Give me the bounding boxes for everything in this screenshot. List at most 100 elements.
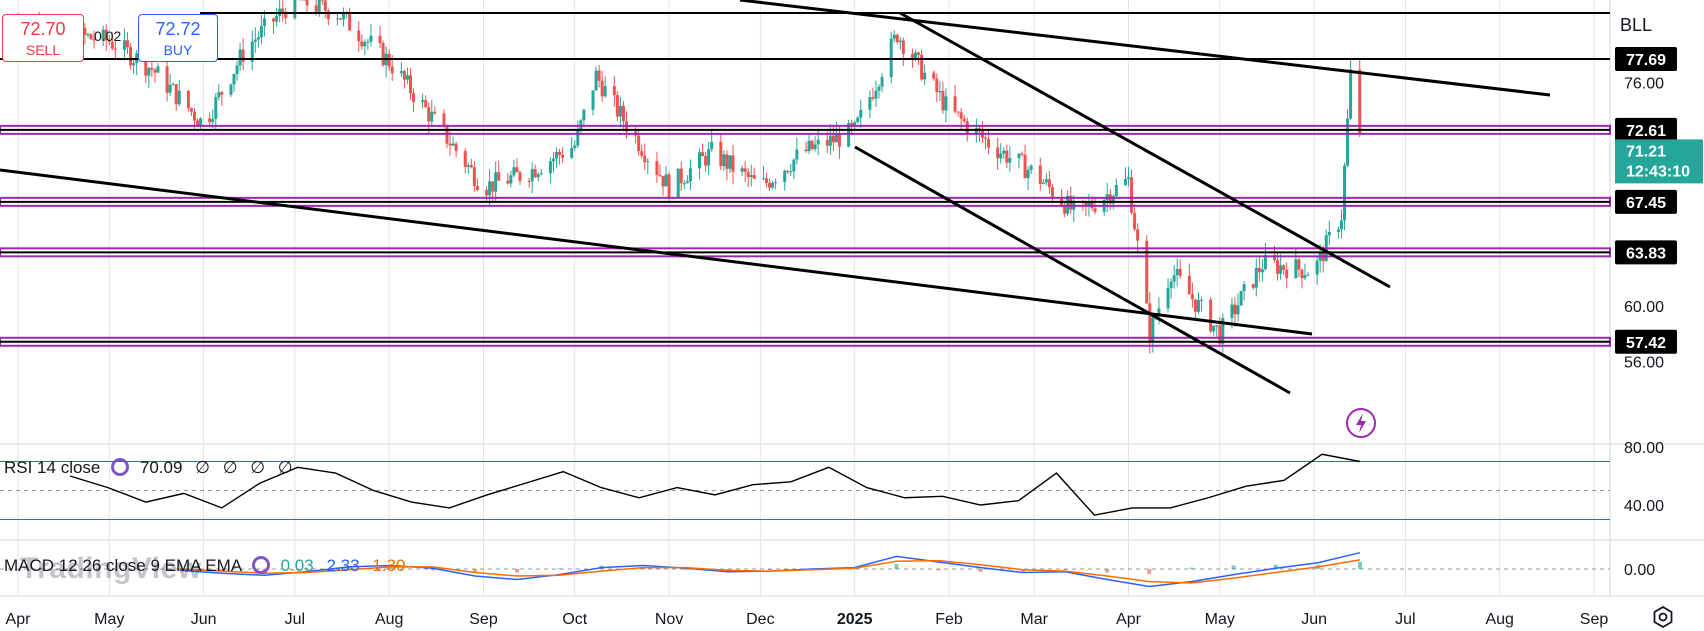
candle-body (357, 30, 361, 42)
candle-body (485, 190, 489, 196)
current-price-tag: 71.21 12:43:10 (1615, 139, 1703, 184)
candle-body (655, 161, 659, 175)
candle-body (366, 41, 370, 43)
candle-body (938, 91, 942, 93)
candle-body (1336, 229, 1340, 232)
candle-body (199, 118, 203, 126)
candle-body (1063, 205, 1067, 214)
flash-icon[interactable] (1345, 407, 1377, 439)
price-level-tag-bg (1615, 117, 1677, 142)
macd-histogram-bar (978, 569, 983, 572)
price-axis-tick: 76.00 (1624, 76, 1664, 93)
candle-body (171, 84, 175, 86)
buy-button[interactable]: 72.72 BUY (138, 14, 218, 62)
candle-body (232, 73, 236, 85)
candle-body (281, 8, 285, 13)
price-level-tag: 63.83 (1615, 240, 1677, 265)
candle-body (506, 180, 510, 184)
rsi-cycle-icon[interactable] (111, 458, 130, 476)
buy-price: 72.72 (155, 19, 201, 39)
price-level-tag-bg (1615, 189, 1677, 214)
candle-body (984, 137, 988, 139)
candle-body (965, 121, 969, 134)
candle-body (962, 118, 966, 122)
candle-body (1066, 195, 1070, 214)
candle-body (1017, 153, 1021, 158)
macd-histogram-bar (430, 569, 435, 571)
candle-body (1297, 259, 1301, 270)
candle-body (804, 149, 808, 152)
settings-icon[interactable] (1652, 606, 1674, 628)
candle-body (621, 105, 625, 122)
time-axis-label: Apr (1116, 611, 1142, 628)
candle-body (774, 182, 778, 184)
time-axis-label: May (1205, 611, 1235, 628)
candle-body (661, 175, 665, 187)
macd-histogram-bar (1105, 569, 1110, 573)
candle-body (1157, 308, 1161, 317)
candle-body (1187, 275, 1191, 295)
candle-body (339, 18, 343, 20)
candle-body (451, 143, 455, 146)
candle-body (764, 178, 768, 183)
candle-body (156, 66, 160, 73)
candle-body (1166, 287, 1170, 309)
candle-body (877, 86, 881, 91)
sell-button[interactable]: 72.70 SELL (2, 14, 84, 62)
candle-body (1218, 325, 1222, 344)
macd-cycle-icon[interactable] (251, 556, 270, 574)
candle-body (196, 120, 200, 126)
candle-body (348, 12, 352, 31)
candle-body (1133, 212, 1137, 230)
symbol-label[interactable]: BLL (1620, 15, 1653, 35)
candle-body (1212, 325, 1216, 332)
candle-body (1123, 179, 1127, 185)
macd-histogram-bar (388, 567, 393, 569)
candle-body (637, 135, 641, 152)
rsi-legend[interactable]: RSI 14 close 70.09 ∅ ∅ ∅ ∅ (4, 458, 301, 478)
candle-body (1084, 201, 1088, 206)
candle-body (208, 118, 212, 123)
macd-histogram-bar (1147, 569, 1152, 574)
candle-body (1178, 269, 1182, 276)
candle-body (1346, 118, 1350, 166)
candle-body (262, 18, 266, 27)
price-level-tag: 67.45 (1615, 189, 1677, 214)
candle-body (807, 140, 811, 152)
rsi-legend-extra: ∅ (195, 458, 210, 477)
candle-body (101, 29, 105, 41)
candle-body (914, 52, 918, 60)
time-axis-label: Mar (1020, 611, 1048, 628)
candle-body (1038, 165, 1042, 184)
candle-body (701, 152, 705, 157)
candle-body (412, 93, 416, 102)
time-axis-label: Jun (191, 611, 217, 628)
candle-body (378, 35, 382, 44)
candle-body (1020, 153, 1024, 155)
candle-body (1339, 220, 1343, 230)
macd-legend[interactable]: MACD 12 26 close 9 EMA EMA 0.03 2.33 1.3… (4, 556, 413, 576)
candle-body (688, 168, 692, 182)
candle-body (889, 38, 893, 78)
candle-body (147, 67, 151, 76)
candle-body (1005, 150, 1009, 163)
candle-body (719, 141, 723, 167)
candle-body (752, 175, 756, 179)
candle-body (405, 75, 409, 80)
current-price-value: 71.21 (1626, 143, 1666, 160)
candle-body (959, 112, 963, 119)
candle-body (494, 172, 498, 192)
candle-body (293, 0, 297, 19)
candle-body (594, 70, 598, 91)
candle-body (512, 167, 516, 176)
candle-body (211, 118, 215, 123)
rsi-legend-extra: ∅ (250, 458, 266, 477)
candle-body (165, 66, 169, 93)
candle-body (761, 178, 765, 180)
macd-histogram-bar (936, 569, 941, 571)
candle-body (570, 147, 574, 158)
candle-body (868, 97, 872, 110)
candle-body (235, 65, 239, 74)
candle-body (859, 109, 863, 118)
